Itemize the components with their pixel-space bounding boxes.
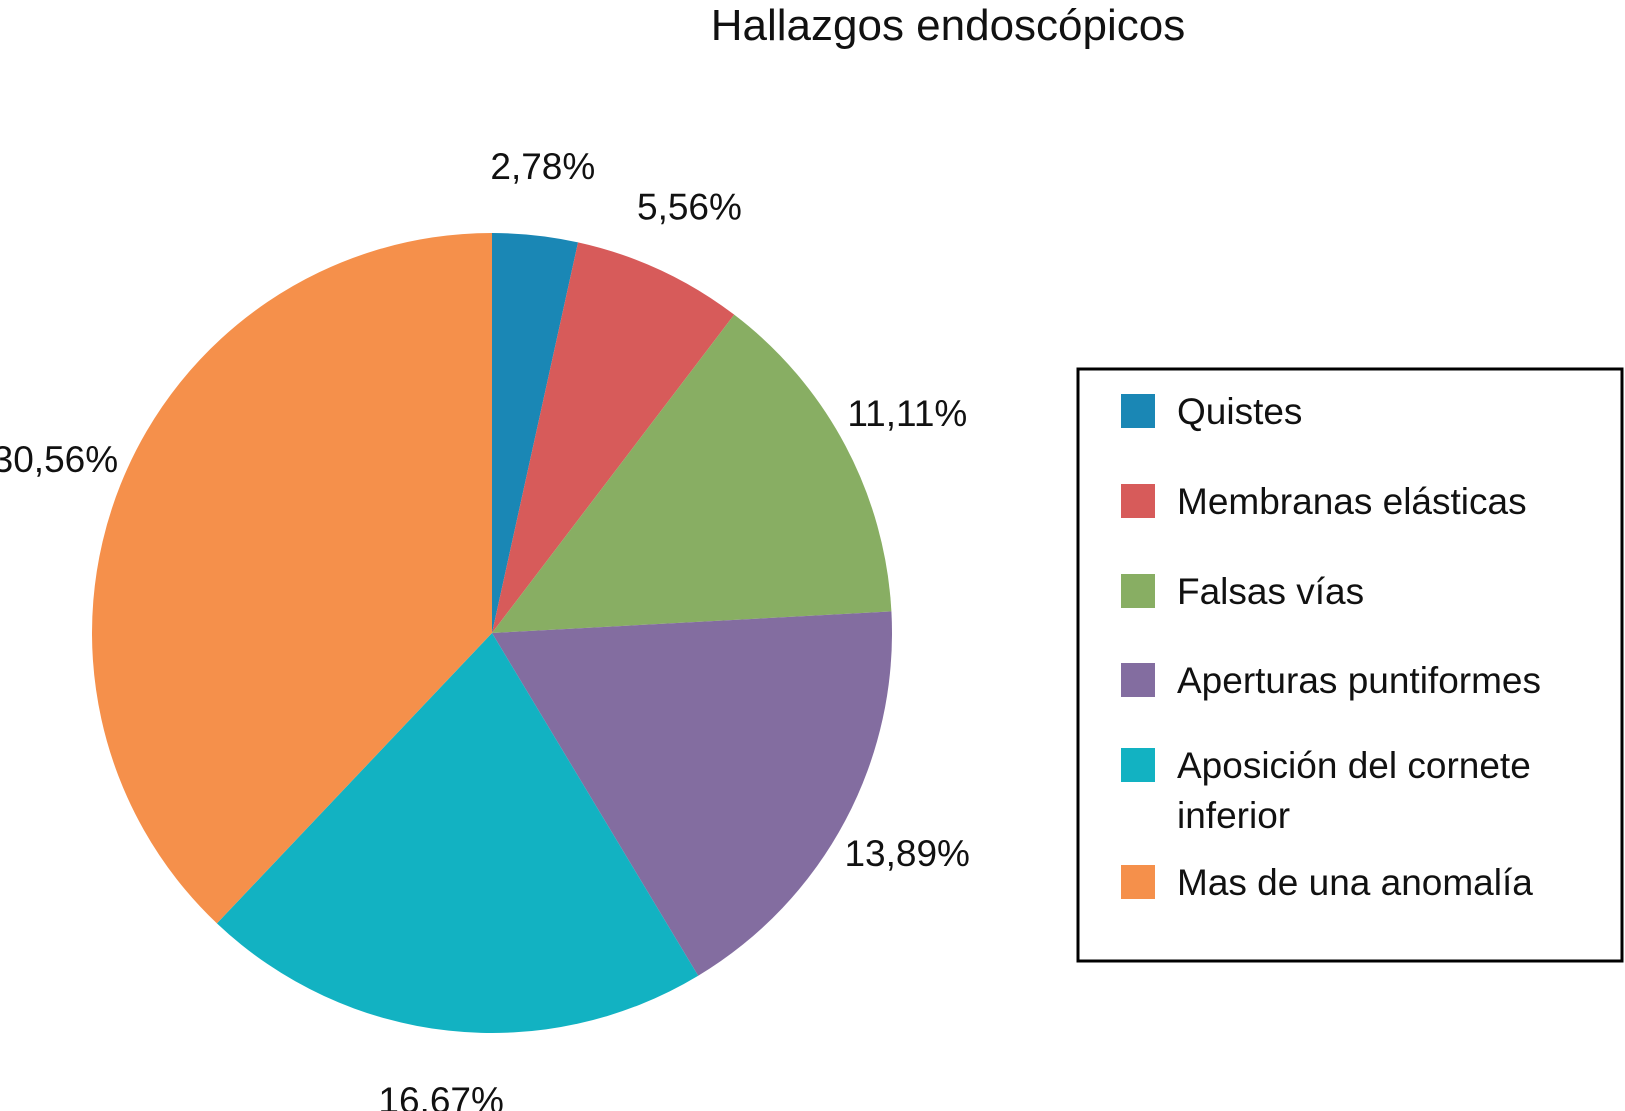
pie-slice-3 [492,314,892,633]
legend-label-6: Mas de una anomalía [1177,862,1533,903]
legend-box [1076,367,1624,963]
pie-slice-2 [492,242,735,633]
slice-labels: 2,78% 5,56% 11,11% 13,89% 16,67% 30,56% [0,146,970,1111]
pie-slice-6 [92,233,493,924]
legend-swatch-3 [1121,574,1155,608]
chart-title: Hallazgos endoscópicos [711,1,1186,50]
slice-value-label-5: 16,67% [378,1080,504,1111]
slice-value-label-2: 5,56% [637,186,742,227]
pie-slice-5 [216,633,699,1033]
legend-swatch-1 [1121,394,1155,428]
pie-slice-4 [492,611,892,976]
legend-label-5: Aposición del cornete inferior [1177,745,1531,836]
legend-swatch-6 [1121,865,1155,899]
slice-value-label-1: 2,78% [490,146,595,187]
legend: Quistes Membranas elásticas Falsas vías Ape… [1121,391,1541,903]
legend-label-2: Membranas elásticas [1177,481,1527,522]
pie-slices [92,233,892,1033]
legend-swatch-5 [1121,748,1155,782]
slice-value-label-3: 11,11% [847,393,967,434]
pie-slice-1 [492,233,579,633]
slice-value-label-6: 30,56% [0,439,118,480]
legend-label-3: Falsas vías [1177,571,1364,612]
legend-swatch-4 [1121,663,1155,697]
legend-swatch-2 [1121,484,1155,518]
slice-value-label-4: 13,89% [844,833,970,874]
legend-label-1: Quistes [1177,391,1302,432]
legend-label-4: Aperturas puntiformes [1177,660,1541,701]
